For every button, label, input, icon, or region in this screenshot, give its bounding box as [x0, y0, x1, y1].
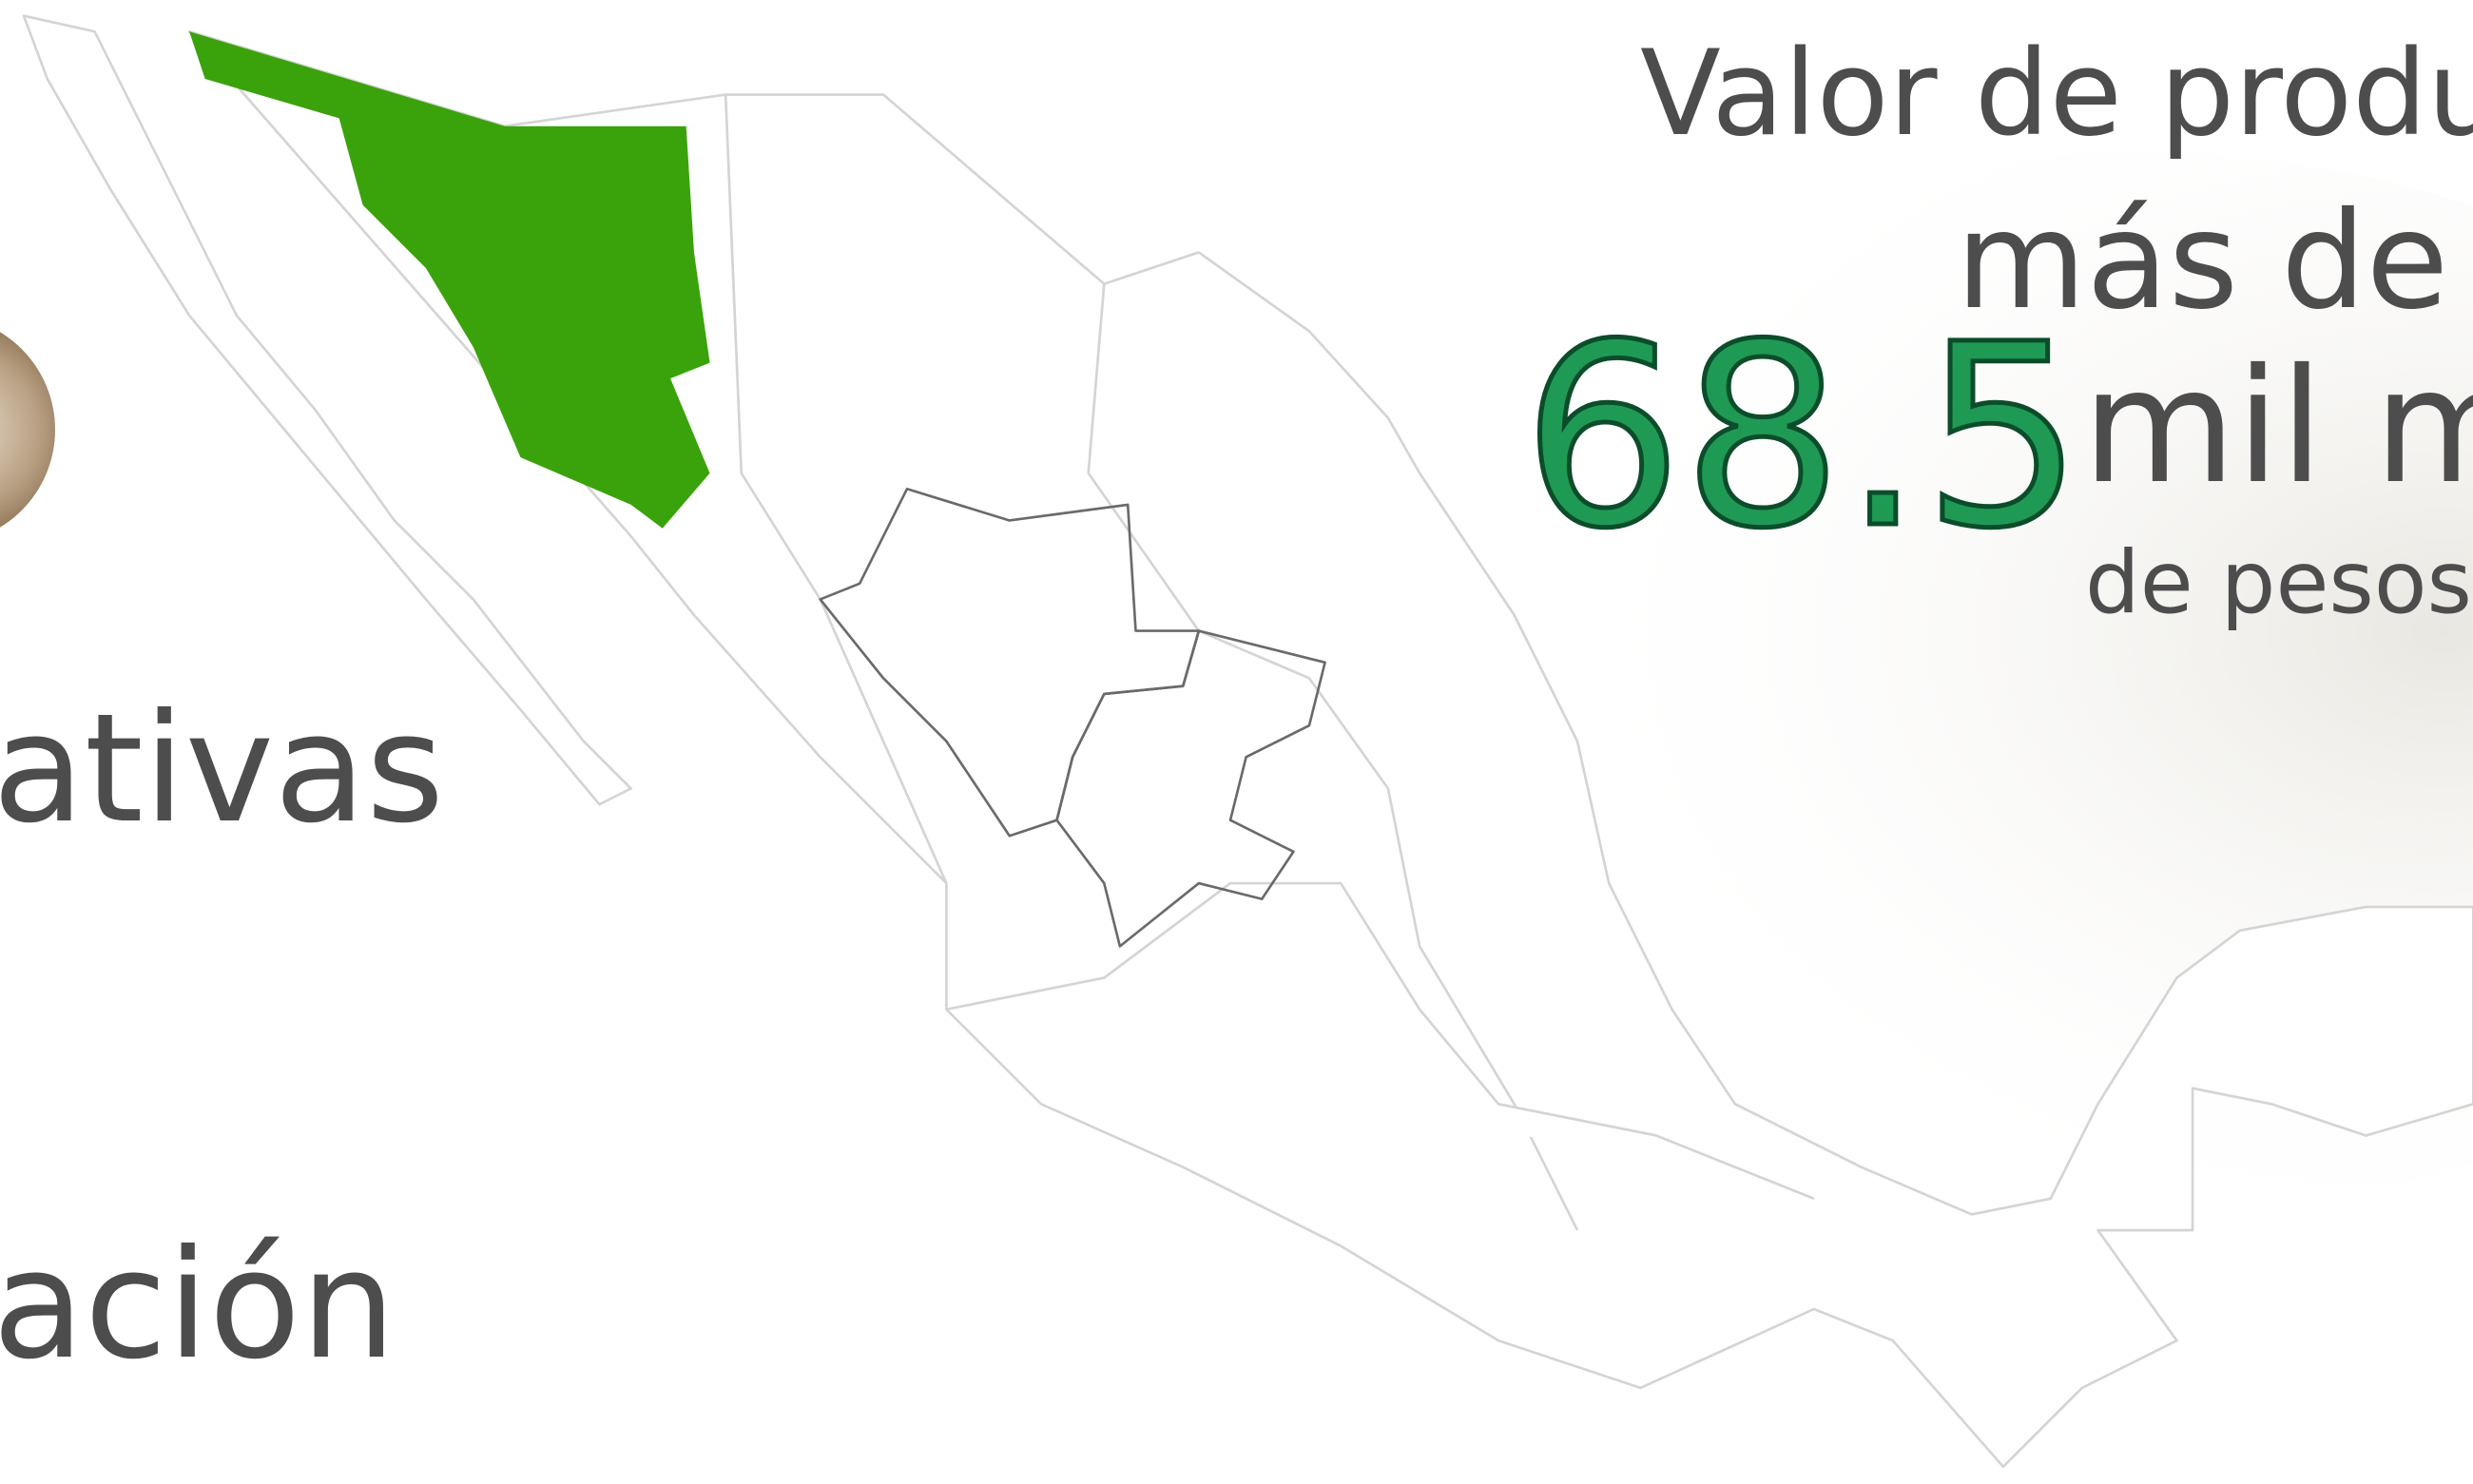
left-text: ación	[0, 1218, 396, 1393]
state-borders	[1087, 283, 1579, 1231]
coin-image	[0, 332, 55, 528]
left-text: ativas	[0, 682, 444, 857]
prefix: más de	[1956, 183, 2448, 339]
zacatecas	[1055, 629, 1326, 948]
map	[22, 14, 2473, 1469]
background-shade	[1379, 152, 2473, 1217]
baja-california	[22, 14, 632, 806]
sonora-highlight	[189, 31, 710, 529]
unit-note: de pesos	[2085, 533, 2472, 633]
headline-value: 68.5	[1522, 291, 2083, 584]
unit: mil mi	[2082, 336, 2473, 519]
title: Valor de produc	[1640, 26, 2473, 163]
state-borders	[946, 881, 1815, 1201]
